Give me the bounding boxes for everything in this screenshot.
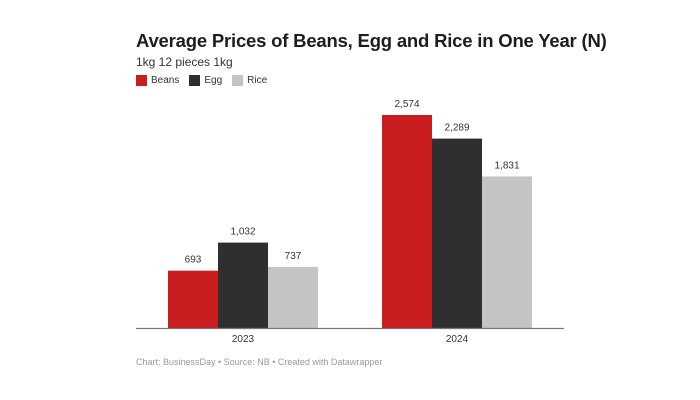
value-label: 1,032: [230, 227, 255, 238]
chart-title: Average Prices of Beans, Egg and Rice in…: [136, 30, 607, 51]
legend-item-rice: Rice: [232, 75, 267, 86]
legend-swatch: [136, 75, 147, 86]
chart-footer: Chart: BusinessDay • Source: NB • Create…: [136, 357, 383, 367]
x-tick-label: 2024: [446, 334, 469, 345]
legend-label: Egg: [204, 75, 223, 86]
x-tick-label: 2023: [232, 334, 255, 345]
legend-swatch: [232, 75, 244, 86]
bar-beans-2024: [382, 115, 432, 328]
chart-subtitle: 1kg 12 pieces 1kg: [136, 55, 233, 69]
value-label: 1,831: [494, 160, 519, 171]
value-label: 2,574: [394, 99, 419, 110]
value-label: 737: [285, 251, 302, 262]
bar-rice-2023: [268, 267, 318, 328]
legend-label: Rice: [247, 75, 268, 86]
bar-egg-2024: [432, 138, 482, 328]
bar-egg-2023: [218, 242, 268, 328]
legend-item-egg: Egg: [189, 75, 222, 86]
bar-rice-2024: [482, 176, 532, 328]
legend-label: Beans: [151, 75, 180, 86]
legend-item-beans: Beans: [136, 75, 179, 86]
value-label: 693: [185, 255, 202, 266]
legend-swatch: [189, 75, 201, 86]
legend: Beans Egg Rice: [136, 75, 267, 86]
bar-beans-2023: [168, 270, 218, 328]
value-label: 2,289: [444, 123, 469, 134]
